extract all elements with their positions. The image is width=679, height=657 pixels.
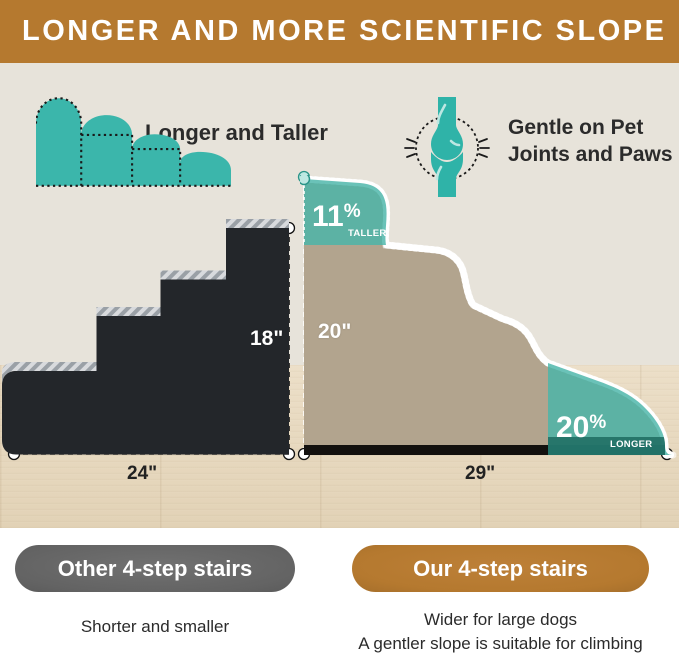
- svg-text:LONGER: LONGER: [610, 439, 652, 450]
- svg-text:TALLER: TALLER: [348, 228, 387, 239]
